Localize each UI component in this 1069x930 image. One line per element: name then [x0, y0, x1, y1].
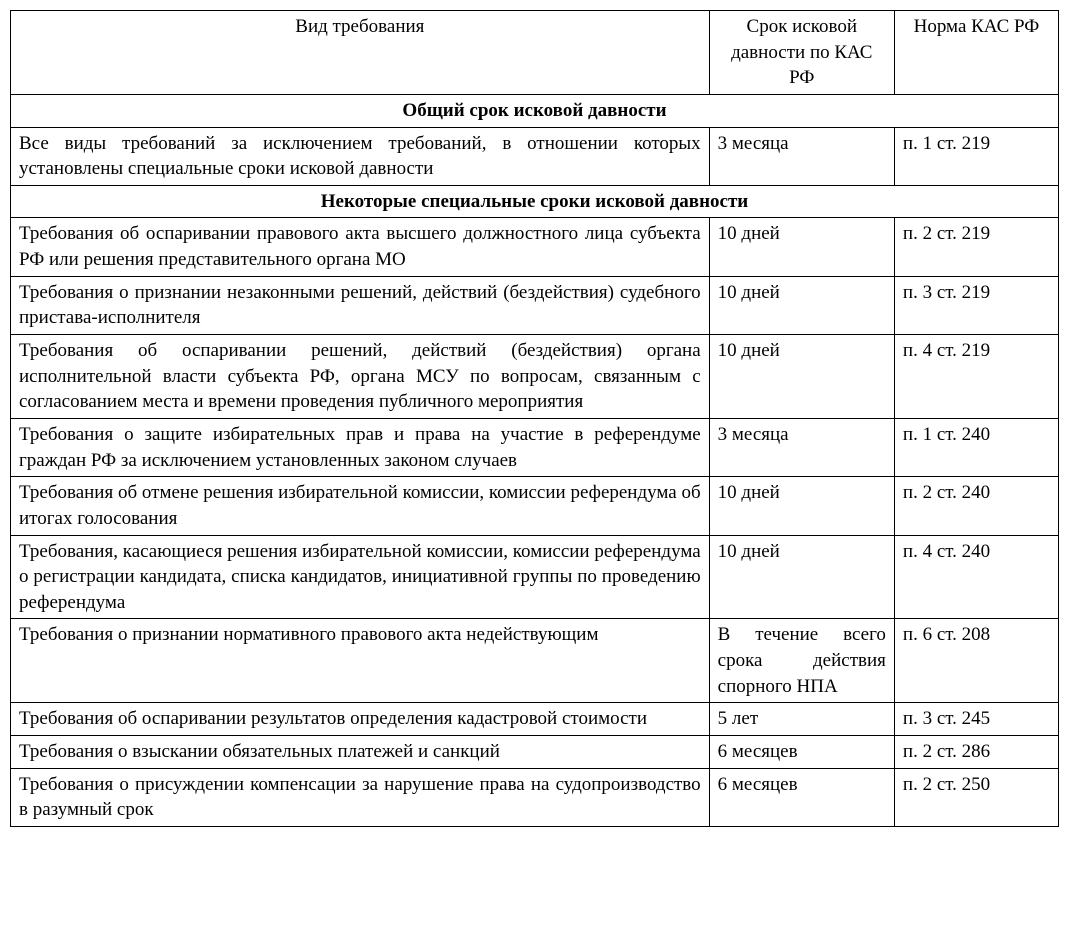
cell-norm: п. 6 ст. 208 — [894, 619, 1058, 703]
table-row: Требования об отмене решения избирательн… — [11, 477, 1059, 535]
table-row: Все виды требований за исключением требо… — [11, 127, 1059, 185]
cell-norm: п. 4 ст. 240 — [894, 535, 1058, 619]
cell-term: 10 дней — [709, 218, 894, 276]
cell-claim-type: Все виды требований за исключением требо… — [11, 127, 710, 185]
cell-term: 3 месяца — [709, 418, 894, 476]
cell-term: В течение всего срока действия спорного … — [709, 619, 894, 703]
cell-claim-type: Требования, касающиеся решения избирател… — [11, 535, 710, 619]
cell-term: 10 дней — [709, 335, 894, 419]
cell-term: 3 месяца — [709, 127, 894, 185]
table-row: Требования, касающиеся решения избирател… — [11, 535, 1059, 619]
table-header-row: Вид требования Срок исковой давности по … — [11, 11, 1059, 95]
cell-term: 5 лет — [709, 703, 894, 736]
section-header-row: Некоторые специальные сроки исковой давн… — [11, 185, 1059, 218]
cell-claim-type: Требования о присуждении компенсации за … — [11, 768, 710, 826]
cell-claim-type: Требования о взыскании обязательных плат… — [11, 736, 710, 769]
limitation-periods-table: Вид требования Срок исковой давности по … — [10, 10, 1059, 827]
section-header-row: Общий срок исковой давности — [11, 94, 1059, 127]
cell-norm: п. 2 ст. 286 — [894, 736, 1058, 769]
table-row: Требования о признании нормативного прав… — [11, 619, 1059, 703]
cell-term: 10 дней — [709, 276, 894, 334]
cell-norm: п. 1 ст. 240 — [894, 418, 1058, 476]
cell-claim-type: Требования об оспаривании результатов оп… — [11, 703, 710, 736]
cell-claim-type: Требования об отмене решения избирательн… — [11, 477, 710, 535]
table-row: Требования о признании незаконными решен… — [11, 276, 1059, 334]
cell-norm: п. 3 ст. 219 — [894, 276, 1058, 334]
section-title: Некоторые специальные сроки исковой давн… — [11, 185, 1059, 218]
cell-norm: п. 2 ст. 240 — [894, 477, 1058, 535]
cell-norm: п. 3 ст. 245 — [894, 703, 1058, 736]
col-header-claim-type: Вид требования — [11, 11, 710, 95]
table-row: Требования об оспаривании результатов оп… — [11, 703, 1059, 736]
cell-claim-type: Требования об оспаривании решений, дейст… — [11, 335, 710, 419]
cell-term: 10 дней — [709, 477, 894, 535]
cell-term: 10 дней — [709, 535, 894, 619]
cell-norm: п. 2 ст. 219 — [894, 218, 1058, 276]
cell-claim-type: Требования о признании нормативного прав… — [11, 619, 710, 703]
table-row: Требования о взыскании обязательных плат… — [11, 736, 1059, 769]
cell-term: 6 месяцев — [709, 736, 894, 769]
cell-norm: п. 1 ст. 219 — [894, 127, 1058, 185]
col-header-term: Срок исковой давности по КАС РФ — [709, 11, 894, 95]
table-row: Требования об оспаривании правового акта… — [11, 218, 1059, 276]
table-row: Требования об оспаривании решений, дейст… — [11, 335, 1059, 419]
cell-norm: п. 2 ст. 250 — [894, 768, 1058, 826]
cell-norm: п. 4 ст. 219 — [894, 335, 1058, 419]
table-row: Требования о защите избирательных прав и… — [11, 418, 1059, 476]
section-title: Общий срок исковой давности — [11, 94, 1059, 127]
col-header-norm: Норма КАС РФ — [894, 11, 1058, 95]
table-row: Требования о присуждении компенсации за … — [11, 768, 1059, 826]
table-body: Общий срок исковой давностиВсе виды треб… — [11, 94, 1059, 826]
cell-claim-type: Требования об оспаривании правового акта… — [11, 218, 710, 276]
cell-claim-type: Требования о признании незаконными решен… — [11, 276, 710, 334]
cell-term: 6 месяцев — [709, 768, 894, 826]
cell-claim-type: Требования о защите избирательных прав и… — [11, 418, 710, 476]
